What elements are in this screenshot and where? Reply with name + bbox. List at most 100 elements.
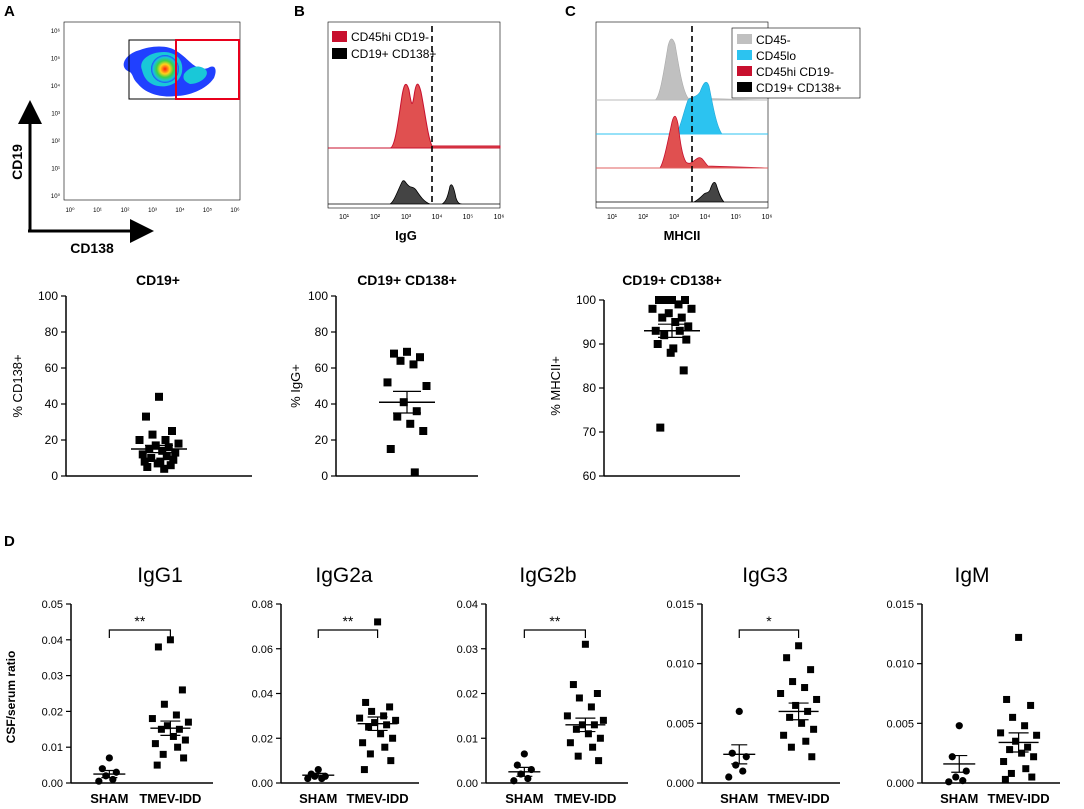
flow-b-xtick-label: 10⁶ xyxy=(494,214,505,221)
data-point xyxy=(138,450,147,459)
data-point xyxy=(664,309,673,318)
chart-title: IgG3 xyxy=(742,564,788,587)
data-point-tmev-idd xyxy=(595,757,603,765)
flow-a-xtick-label: 10² xyxy=(121,208,130,214)
y-tick-label: 80 xyxy=(583,381,597,395)
legend-c-box xyxy=(731,27,861,99)
y-tick-label: 0 xyxy=(321,469,328,483)
data-point-tmev-idd xyxy=(1028,773,1036,781)
chart-title: CD19+ CD138+ xyxy=(622,272,722,288)
panel-letter-d: D xyxy=(4,533,15,550)
data-point-tmev-idd xyxy=(154,643,162,651)
y-tick-label: 60 xyxy=(315,361,329,375)
data-point-tmev-idd xyxy=(174,743,182,751)
y-tick-label: 100 xyxy=(308,289,328,303)
data-point xyxy=(166,461,175,470)
data-point-sham xyxy=(728,749,736,757)
panel-letter-b: B xyxy=(294,3,305,20)
data-point xyxy=(158,446,167,455)
y-tick-label: 0.010 xyxy=(886,659,914,671)
y-tick-label: 20 xyxy=(315,433,329,447)
flow-a-ytick-label: 10⁶ xyxy=(51,28,61,35)
significance-bracket xyxy=(523,629,586,638)
flow-b-xtick-label: 10³ xyxy=(401,214,412,221)
data-point xyxy=(410,468,419,477)
flow-c-xtick-label: 10¹ xyxy=(607,214,618,221)
legend-b-swatch-1 xyxy=(332,31,347,42)
data-point xyxy=(656,423,665,432)
scatter-chart-igm: IgM 0.000 0.005 0.010 0.015 SHAM TMEV-IDD xyxy=(886,564,1060,806)
flow-a-density xyxy=(123,46,216,97)
flow-b-xtick-label: 10² xyxy=(370,214,381,221)
flow-c-xtick-label: 10⁶ xyxy=(762,214,773,221)
panel-letter-a: A xyxy=(4,3,15,20)
data-point-tmev-idd xyxy=(1030,753,1038,761)
panel-letter-c: C xyxy=(565,3,576,20)
data-point xyxy=(419,427,428,435)
data-point-sham xyxy=(105,754,113,762)
data-point-tmev-idd xyxy=(1012,737,1020,745)
data-point-tmev-idd xyxy=(789,678,797,686)
scatter-chart-igg2b: IgG2b 0.00 0.01 0.02 0.03 0.04 SHAM TMEV-IDD ** xyxy=(457,564,628,806)
y-axis-label: % CD138+ xyxy=(10,354,25,417)
data-point-sham xyxy=(952,773,960,781)
flow-a-xlabel: CD138 xyxy=(70,240,114,256)
data-point xyxy=(682,335,691,344)
data-point xyxy=(658,313,667,322)
scatter-chart-mhcii: CD19+ CD138+ 60 70 80 90 100 % MHCII+ xyxy=(548,272,740,483)
data-point-tmev-idd xyxy=(163,722,171,730)
hist-b-legend: CD45hi CD19- CD19+ CD138+ xyxy=(332,30,436,61)
scatter-chart-cd19-cd138: CD19+ 0 20 40 60 80 100 % CD138+ xyxy=(10,272,252,483)
legend-c-swatch-3 xyxy=(737,66,752,76)
data-point-tmev-idd xyxy=(180,754,188,762)
data-point-tmev-idd xyxy=(802,737,810,745)
data-point xyxy=(653,340,662,348)
y-tick-label: 0.06 xyxy=(252,644,273,656)
data-point xyxy=(655,296,663,304)
data-point-tmev-idd xyxy=(1015,633,1023,641)
data-point-sham xyxy=(959,777,967,785)
y-tick-label: 20 xyxy=(45,433,59,447)
data-point-sham xyxy=(304,774,312,783)
y-tick-label: 0.015 xyxy=(886,599,914,611)
y-tick-label: 0.00 xyxy=(252,778,273,790)
data-point xyxy=(393,412,402,421)
x-category-label: SHAM xyxy=(90,791,128,806)
hist-b-cd45hi-cd19neg xyxy=(328,83,501,149)
y-tick-label: 90 xyxy=(583,337,597,351)
data-point xyxy=(687,304,696,313)
y-tick-label: 60 xyxy=(45,361,59,375)
data-point-tmev-idd xyxy=(380,712,388,720)
data-point-tmev-idd xyxy=(181,736,189,744)
data-point xyxy=(674,300,683,309)
data-point-sham xyxy=(739,767,747,775)
y-tick-label: 0.02 xyxy=(42,706,63,718)
chart-title: IgG2a xyxy=(315,564,373,587)
flow-c-xtick-label: 10⁴ xyxy=(700,214,711,221)
data-point xyxy=(661,296,670,304)
data-point-tmev-idd xyxy=(1018,749,1026,757)
y-axis-label: % IgG+ xyxy=(288,364,303,408)
y-tick-label: 0.04 xyxy=(457,599,478,611)
flow-a-ytick-label: 10⁴ xyxy=(51,83,61,90)
data-point xyxy=(135,436,144,444)
data-point xyxy=(155,392,163,401)
legend-b-swatch-2 xyxy=(332,48,347,59)
y-tick-label: 0 xyxy=(51,469,58,483)
flow-a-ytick-label: 10³ xyxy=(51,112,60,118)
y-tick-label: 0.03 xyxy=(457,644,478,656)
legend-c-swatch-2 xyxy=(737,50,752,60)
flow-b-xtick-label: 10⁴ xyxy=(432,214,443,221)
data-point-tmev-idd xyxy=(178,686,186,694)
data-point-tmev-idd xyxy=(777,690,785,697)
data-point-tmev-idd xyxy=(368,707,376,715)
y-tick-label: 80 xyxy=(45,325,59,339)
data-point xyxy=(684,322,693,331)
flow-a-xtick-label: 10¹ xyxy=(93,208,102,214)
data-point-tmev-idd xyxy=(795,642,803,650)
significance-label: ** xyxy=(549,613,560,629)
flow-b-xtick-label: 10¹ xyxy=(339,214,350,221)
data-point-tmev-idd xyxy=(386,703,394,711)
flow-c-xlabel: MHCII xyxy=(664,228,701,243)
flow-c-xtick-label: 10³ xyxy=(669,214,680,221)
